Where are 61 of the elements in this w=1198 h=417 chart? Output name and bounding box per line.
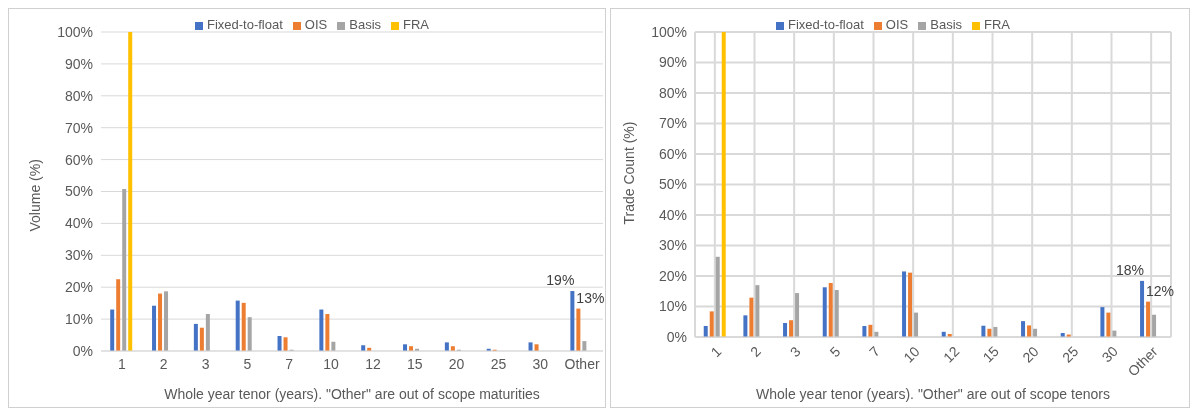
x-tick-label: 3: [201, 356, 210, 373]
x-tick-label: 3: [786, 343, 804, 360]
legend-label: FRA: [984, 17, 1011, 32]
data-label: 12%: [1146, 282, 1175, 299]
y-tick-label: 30%: [658, 237, 687, 254]
y-tick-label: 0%: [72, 342, 93, 359]
x-tick-label: 30: [1098, 343, 1122, 366]
legend-label: Fixed-to-float: [206, 17, 283, 32]
y-tick-label: 40%: [64, 215, 93, 232]
y-tick-label: 50%: [64, 183, 93, 200]
y-tick-label: 70%: [658, 115, 687, 132]
x-tick-label: 5: [243, 356, 252, 373]
y-tick-label: 50%: [658, 176, 687, 193]
y-tick-label: 10%: [658, 298, 687, 315]
legend-label: Basis: [349, 17, 382, 32]
x-tick-label: 10: [900, 343, 923, 366]
x-tick-label: 5: [826, 343, 844, 360]
x-tick-label: 12: [365, 356, 381, 373]
legend-label: OIS: [304, 17, 328, 32]
y-tick-label: 90%: [658, 54, 687, 71]
y-tick-label: 10%: [64, 311, 93, 328]
legend-label: FRA: [403, 17, 430, 32]
data-label: 13%: [576, 289, 605, 306]
y-tick-label: 100%: [651, 23, 687, 40]
x-tick-label: 7: [866, 343, 884, 360]
x-tick-label: 10: [323, 356, 340, 373]
y-axis-title: Volume (%): [26, 159, 43, 232]
y-tick-label: 80%: [64, 87, 93, 104]
y-tick-label: 20%: [64, 279, 93, 296]
x-tick-label: 7: [285, 356, 294, 373]
x-tick-label: 20: [448, 356, 465, 373]
x-tick-label: 25: [490, 356, 507, 373]
x-tick-label: 15: [406, 356, 423, 373]
x-tick-label: Other: [564, 356, 600, 373]
y-tick-label: 0%: [666, 328, 687, 345]
data-label: 19%: [546, 272, 575, 289]
x-tick-label: 2: [159, 356, 168, 373]
legend-label: OIS: [885, 17, 909, 32]
y-tick-label: 100%: [57, 23, 93, 40]
y-tick-label: 20%: [658, 267, 687, 284]
x-tick-label: 1: [118, 356, 127, 373]
y-tick-label: 40%: [658, 206, 687, 223]
legend-label: Fixed-to-float: [787, 17, 864, 32]
y-tick-label: 30%: [64, 247, 93, 264]
data-label: 18%: [1116, 261, 1145, 278]
x-tick-label: 15: [979, 343, 1003, 366]
x-tick-label: 30: [532, 356, 549, 373]
x-tick-label: 25: [1058, 343, 1082, 366]
x-axis-title: Whole year tenor (years). "Other" are out of scope tenors: [756, 386, 1110, 402]
x-axis-title: Whole year tenor (years). "Other" are out of scope maturities: [164, 386, 540, 402]
y-tick-label: 60%: [64, 151, 93, 168]
x-tick-label: 12: [939, 343, 963, 366]
y-tick-label: 60%: [658, 145, 687, 162]
x-tick-label: 2: [747, 343, 765, 360]
legend-label: Basis: [930, 17, 963, 32]
y-tick-label: 70%: [64, 119, 93, 136]
y-tick-label: 80%: [658, 84, 687, 101]
x-tick-label: 20: [1019, 343, 1042, 366]
y-axis-title: Trade Count (%): [620, 121, 637, 225]
y-tick-label: 90%: [64, 55, 93, 72]
x-tick-label: 1: [707, 343, 725, 360]
